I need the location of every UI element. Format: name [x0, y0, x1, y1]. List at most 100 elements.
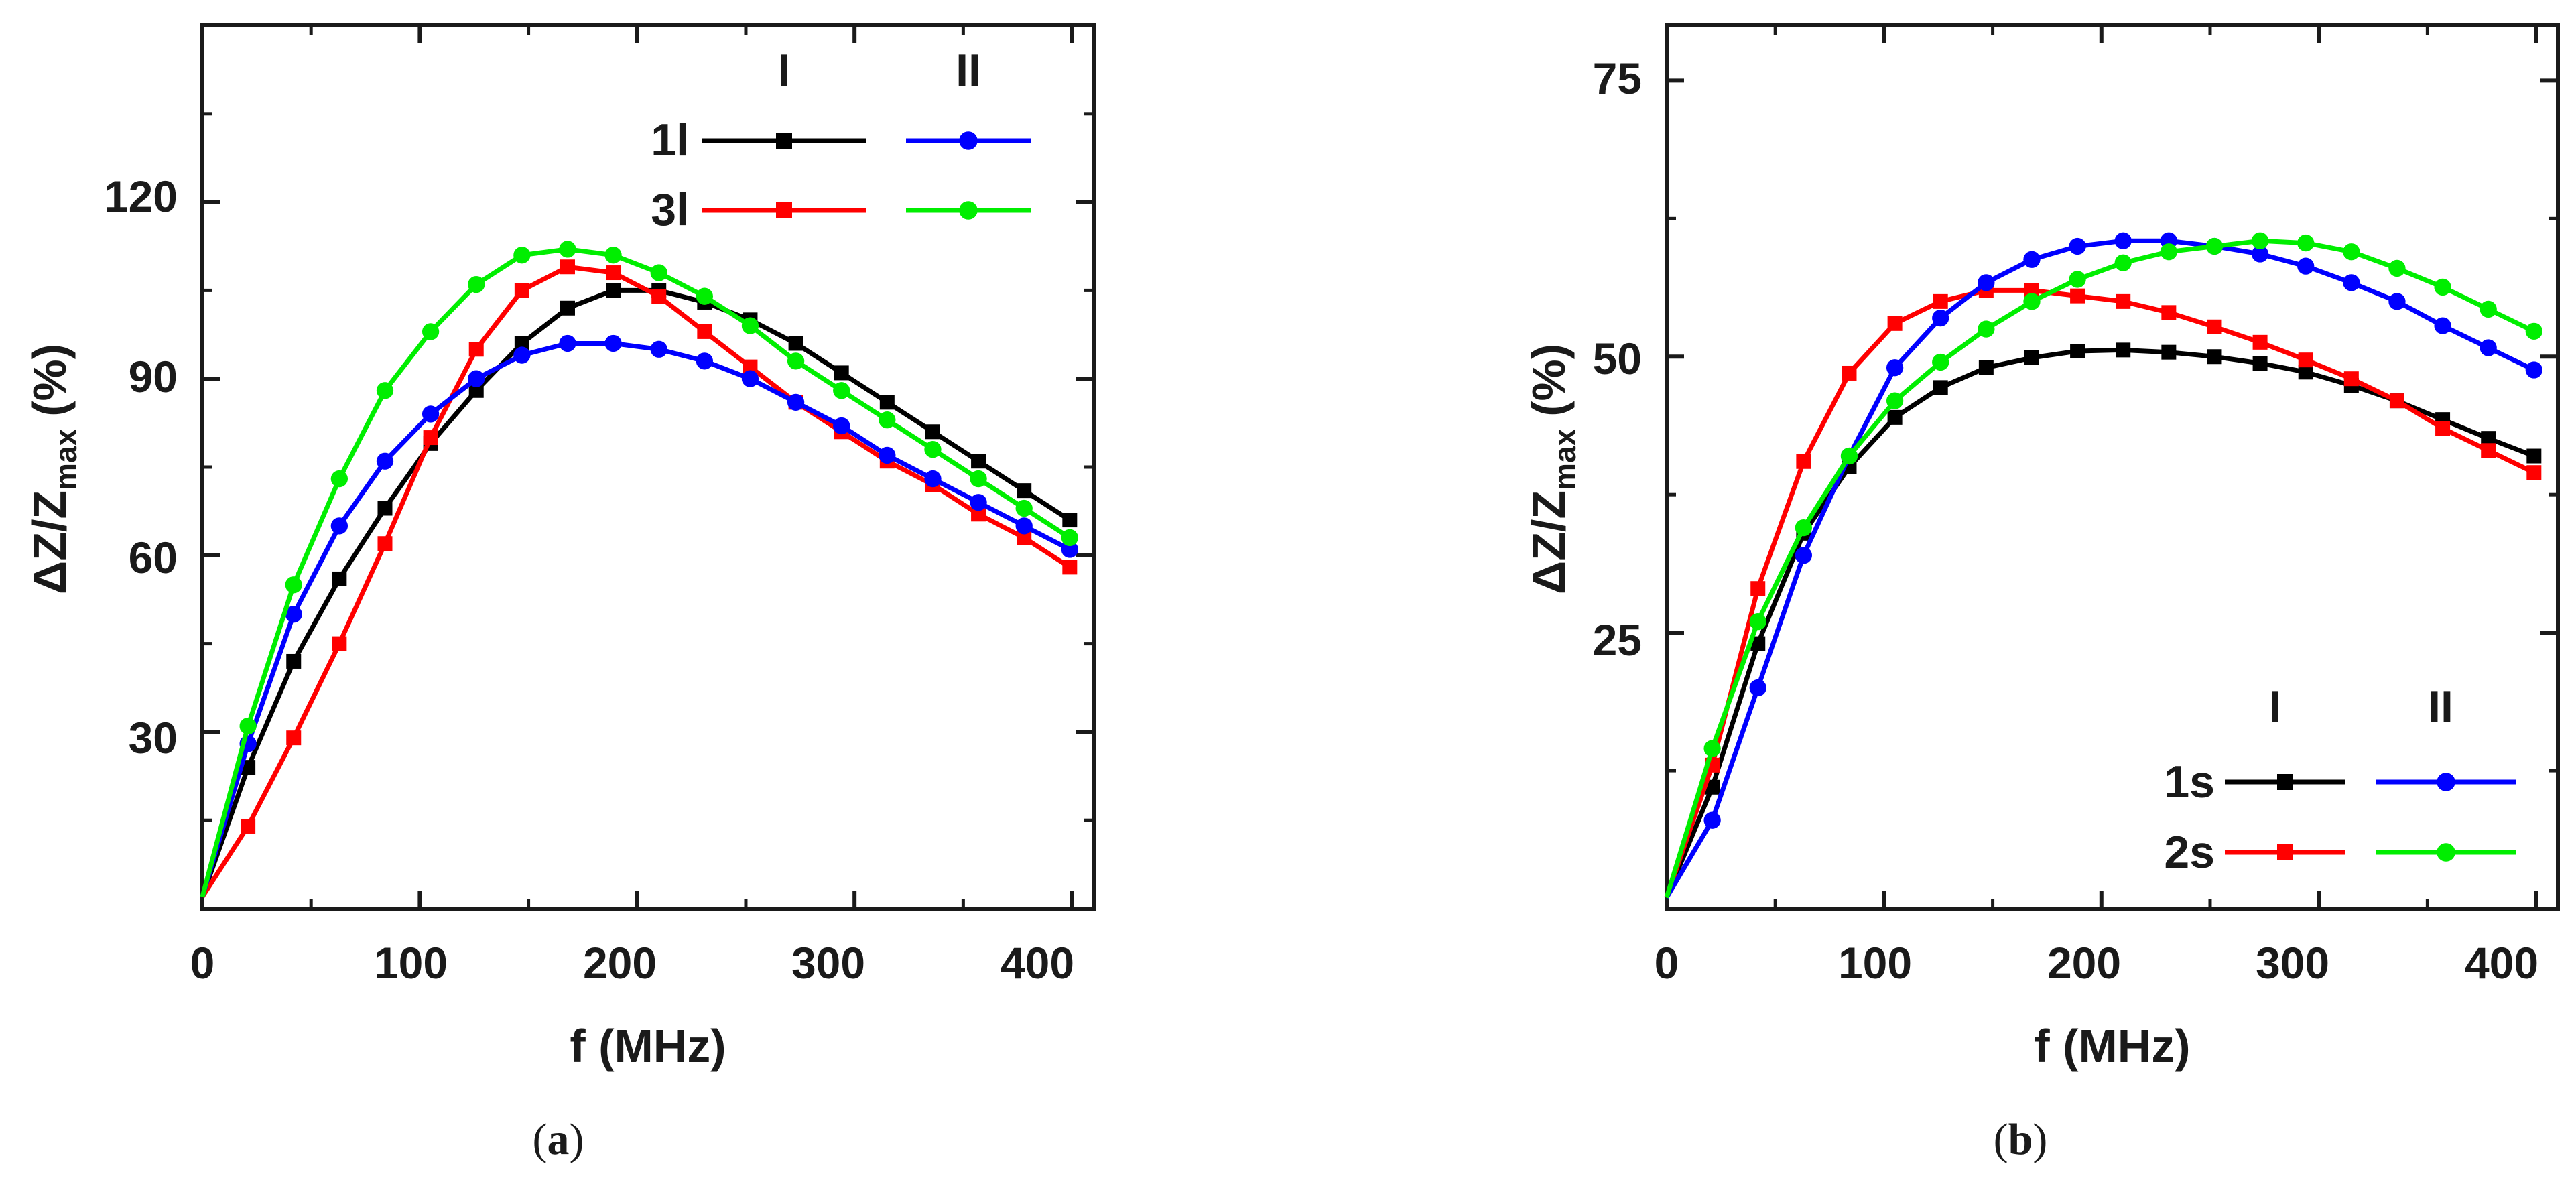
y-axis-label-sub-b: max	[1547, 428, 1582, 490]
data-point-1l-ii	[559, 334, 576, 352]
data-point-3l-i	[1017, 530, 1032, 545]
data-point-2s-ii	[1978, 320, 1995, 338]
data-point-1s-i	[2252, 356, 2268, 371]
data-point-1l-i	[788, 336, 803, 351]
data-point-1l-ii	[468, 370, 485, 387]
data-point-1l-i	[606, 283, 621, 298]
data-point-1l-ii	[696, 352, 713, 370]
x-tick-label-a: 0	[190, 938, 215, 988]
data-point-2s-ii	[1749, 613, 1766, 631]
data-point-1l-ii	[1061, 541, 1078, 558]
data-point-3l-ii	[650, 264, 667, 281]
legend-marker-1l-ii	[959, 131, 978, 150]
data-point-3l-i	[697, 324, 712, 339]
series-line-1s-ii	[1664, 238, 2535, 899]
data-point-2s-ii	[2205, 237, 2224, 255]
data-point-2s-ii	[2343, 243, 2360, 261]
series-line-1l-ii	[200, 341, 1071, 898]
data-point-2s-ii	[2023, 293, 2041, 310]
data-point-1s-ii	[2251, 245, 2269, 263]
y-axis-label-sub-a: max	[48, 428, 83, 490]
legend-row-label-b: 1s	[2164, 757, 2215, 807]
data-point-2s-i	[2481, 443, 2496, 458]
data-point-2s-i	[2526, 465, 2542, 480]
data-point-3l-i	[743, 359, 758, 375]
data-point-2s-i	[2298, 352, 2313, 368]
data-point-3l-ii	[513, 247, 531, 264]
y-axis-label-main-b: ΔZ/Z	[1523, 490, 1575, 594]
data-point-2s-i	[2389, 393, 2404, 409]
data-point-2s-i	[2161, 305, 2177, 320]
data-point-3l-ii	[970, 470, 987, 488]
legend-marker-1s-i	[2277, 774, 2293, 790]
data-point-1l-i	[332, 571, 347, 586]
data-point-1s-ii	[1886, 359, 1904, 377]
data-point-2s-i	[1842, 365, 1857, 381]
data-point-2s-i	[2252, 334, 2268, 350]
data-point-1l-i	[971, 454, 986, 469]
series-line-2s-i	[1664, 287, 2535, 899]
data-point-3l-ii	[924, 440, 942, 458]
data-point-1l-ii	[513, 346, 531, 364]
caption-a: (a)	[533, 1115, 584, 1164]
y-tick-label-a: 120	[104, 172, 178, 221]
chart-panel-a: 30 60 90 120 0 100 200 300 400 f (MHz) Δ…	[23, 23, 1096, 1164]
data-point-2s-i	[1887, 316, 1903, 331]
data-point-3l-i	[332, 636, 347, 651]
data-point-2s-ii	[2297, 234, 2315, 252]
data-point-1l-i	[377, 501, 393, 516]
legend-marker-1l-i	[776, 133, 792, 149]
data-point-2s-ii	[1886, 392, 1904, 409]
legend-b: I II 1s 2s	[2164, 681, 2516, 878]
data-point-2s-ii	[2388, 259, 2406, 277]
data-point-2s-i	[2207, 319, 2222, 334]
data-point-1s-ii	[1795, 547, 1813, 564]
data-point-3l-i	[423, 430, 438, 446]
data-point-2s-i	[2343, 371, 2359, 387]
data-point-3l-ii	[1015, 499, 1033, 517]
data-point-1s-i	[2481, 431, 2496, 446]
legend-row-label-b: 2s	[2164, 827, 2215, 878]
data-point-1s-ii	[2434, 317, 2451, 334]
data-point-1s-ii	[2023, 251, 2041, 268]
x-tick-label-b: 200	[2047, 938, 2121, 988]
data-point-1s-ii	[1978, 274, 1995, 291]
x-axis-label-b: f (MHz)	[2034, 1020, 2190, 1072]
data-point-1l-i	[286, 653, 302, 669]
data-point-3l-ii	[285, 576, 302, 594]
data-point-1l-ii	[879, 446, 896, 464]
data-point-3l-ii	[376, 382, 394, 399]
data-point-3l-i	[241, 818, 256, 834]
caption-b: (b)	[1994, 1115, 2048, 1164]
data-point-3l-ii	[239, 717, 257, 735]
x-axis-label-a: f (MHz)	[570, 1020, 726, 1072]
x-tick-label-a: 300	[791, 938, 865, 988]
caption-letter-a: a	[548, 1115, 570, 1164]
plot-frame-b	[1665, 23, 2560, 911]
data-point-3l-ii	[787, 352, 805, 370]
data-point-1s-i	[2070, 344, 2085, 359]
data-point-1s-i	[2116, 342, 2131, 358]
legend-marker-1s-ii	[2437, 773, 2455, 791]
y-tick-label-a: 90	[129, 352, 178, 401]
data-point-3l-ii	[468, 275, 485, 293]
data-point-1s-ii	[2114, 232, 2132, 249]
legend-col-header-a: I	[778, 45, 791, 96]
legend-col-header-b: I	[2269, 681, 2282, 732]
legend-marker-3l-ii	[959, 201, 978, 220]
data-point-1l-i	[560, 300, 575, 316]
series-group-b	[1664, 232, 2542, 899]
series-line-1l-i	[200, 287, 1072, 898]
data-point-1l-i	[925, 424, 940, 440]
data-point-3l-ii	[1061, 529, 1078, 547]
data-point-1s-i	[2024, 350, 2039, 365]
data-point-1s-ii	[2343, 274, 2360, 291]
data-point-1l-ii	[1015, 517, 1033, 535]
data-point-1l-ii	[970, 494, 987, 511]
legend-swatches-b	[2225, 773, 2516, 862]
y-tick-label-b: 50	[1593, 334, 1642, 383]
y-axis-label-main-a: ΔZ/Z	[23, 490, 76, 594]
legend-a: I II 1l 3l	[651, 45, 1031, 235]
data-point-2s-i	[1796, 454, 1811, 469]
data-point-1l-i	[879, 395, 895, 410]
